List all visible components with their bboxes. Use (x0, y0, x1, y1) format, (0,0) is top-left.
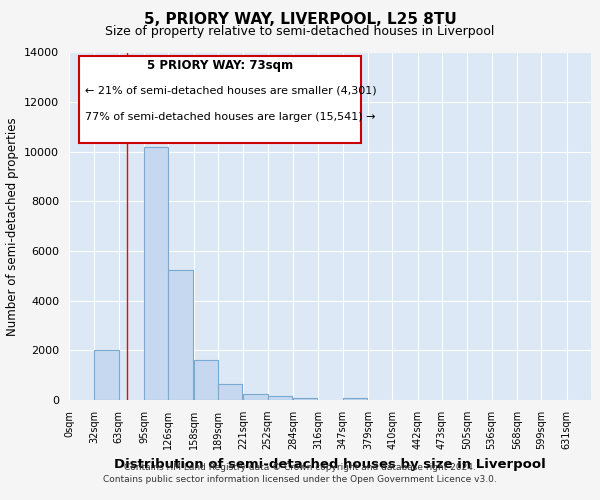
Bar (218, 384, 242, 400)
Text: ← 21% of semi-detached houses are smaller (4,301): ← 21% of semi-detached houses are smalle… (85, 86, 376, 96)
FancyBboxPatch shape (79, 56, 361, 143)
Bar (343, 398, 367, 400)
Bar (169, 270, 193, 400)
Text: Contains public sector information licensed under the Open Government Licence v3: Contains public sector information licen… (103, 475, 497, 484)
Bar (293, 398, 317, 400)
Bar (194, 360, 218, 400)
Text: Size of property relative to semi-detached houses in Liverpool: Size of property relative to semi-detach… (106, 25, 494, 38)
Bar (243, 394, 268, 400)
Y-axis label: Number of semi-detached properties: Number of semi-detached properties (5, 117, 19, 336)
Text: 77% of semi-detached houses are larger (15,541) →: 77% of semi-detached houses are larger (… (85, 112, 375, 122)
Bar (144, 147, 169, 400)
Bar (268, 396, 292, 400)
Text: Contains HM Land Registry data © Crown copyright and database right 2024.: Contains HM Land Registry data © Crown c… (124, 462, 476, 471)
Text: 5 PRIORY WAY: 73sqm: 5 PRIORY WAY: 73sqm (148, 60, 293, 72)
Bar (94, 350, 119, 400)
Text: 5, PRIORY WAY, LIVERPOOL, L25 8TU: 5, PRIORY WAY, LIVERPOOL, L25 8TU (143, 12, 457, 28)
X-axis label: Distribution of semi-detached houses by size in Liverpool: Distribution of semi-detached houses by … (114, 458, 546, 470)
